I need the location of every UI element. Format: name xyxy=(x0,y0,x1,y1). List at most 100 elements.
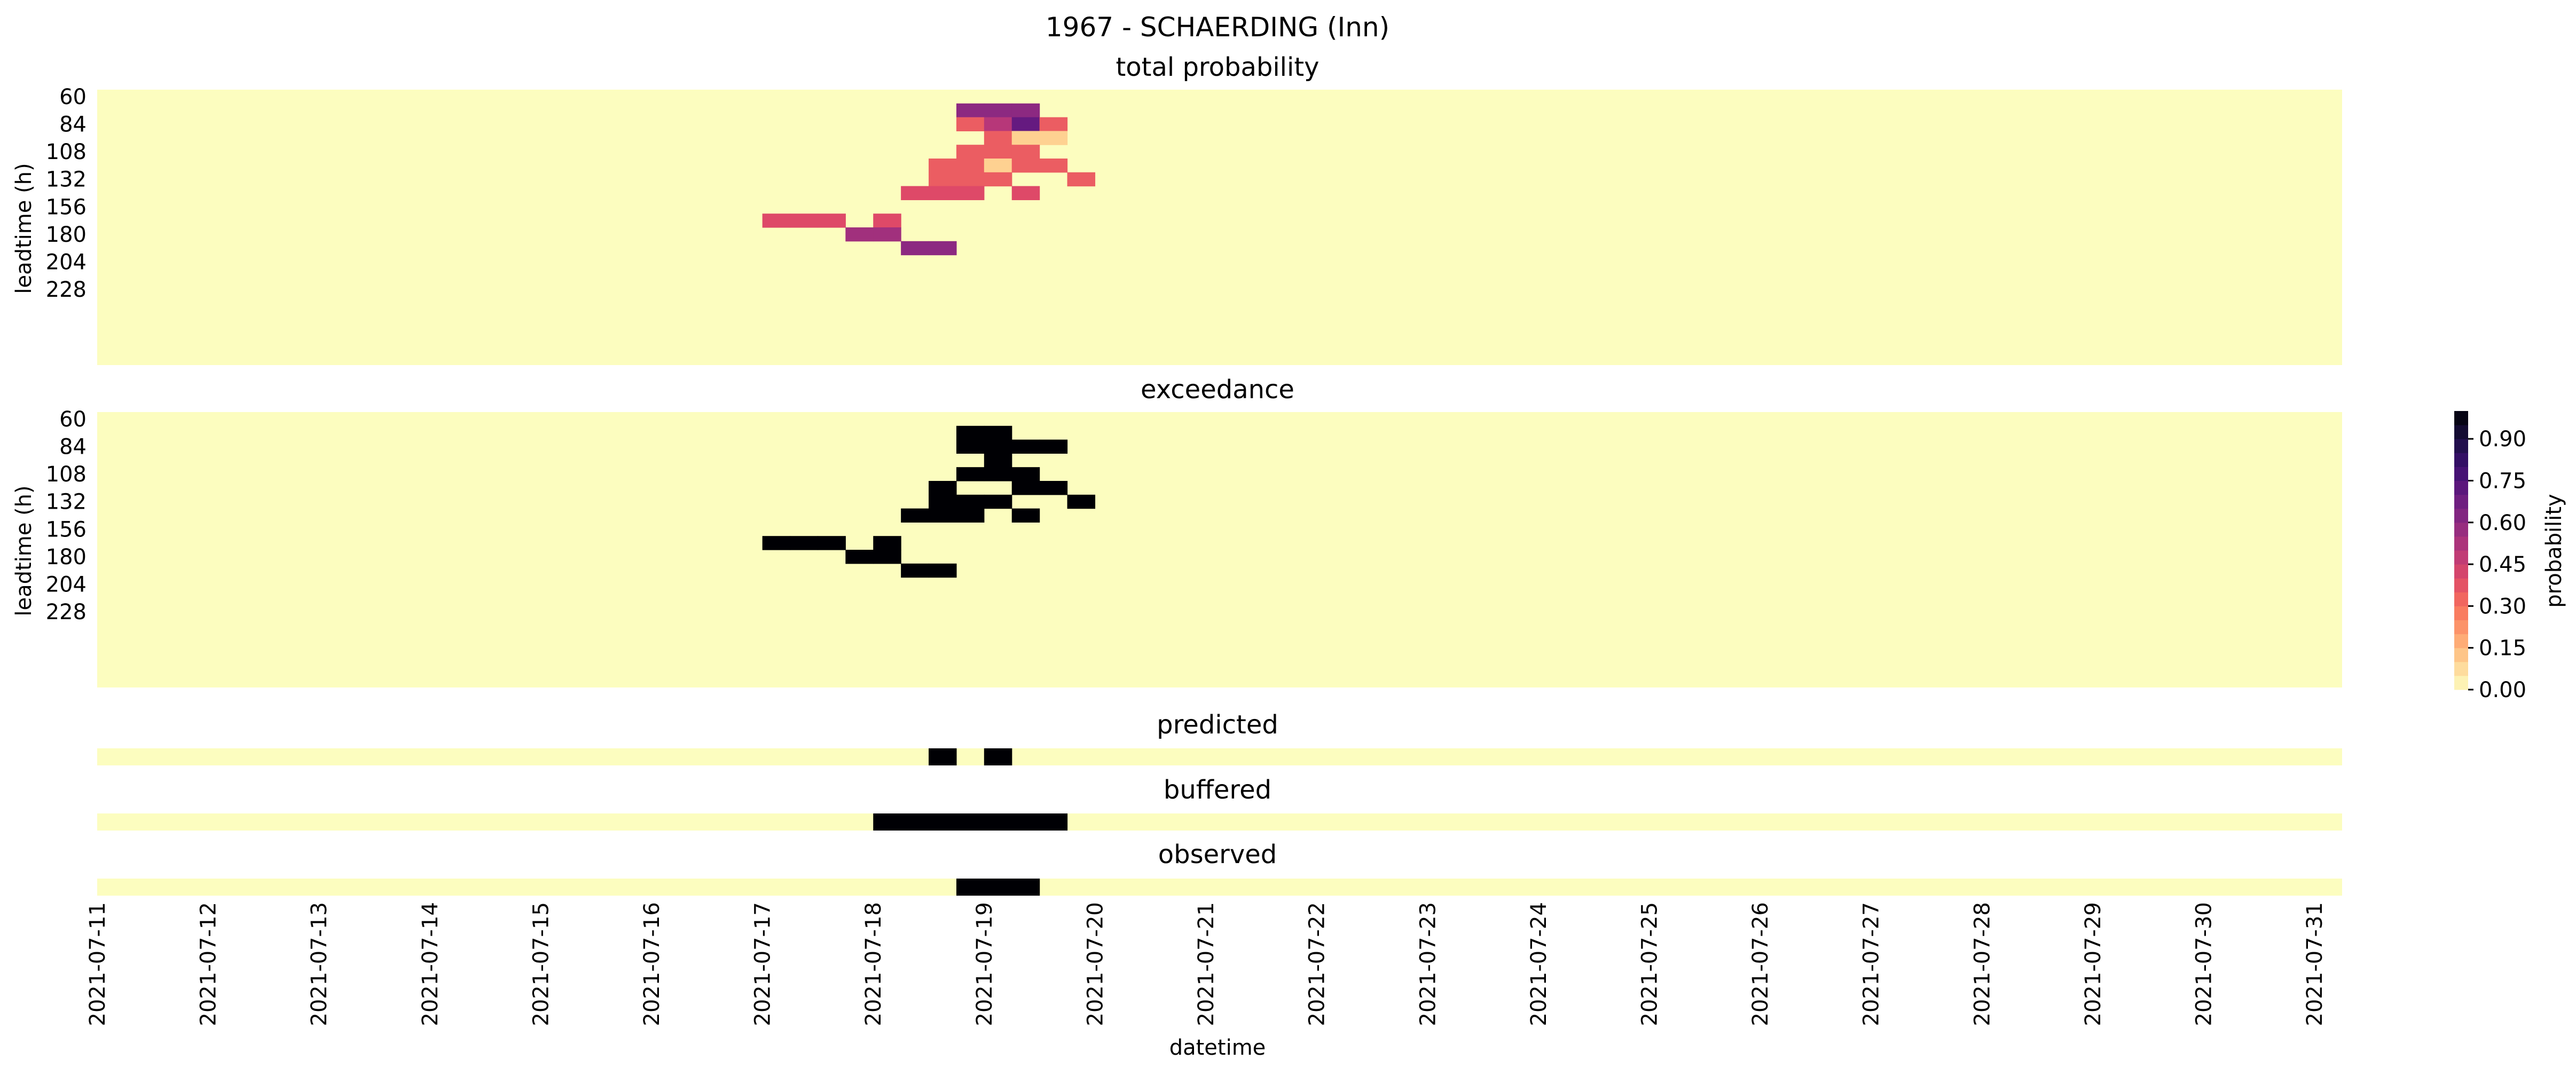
heatmap-cell xyxy=(1011,467,1040,481)
strip-background xyxy=(97,813,2342,831)
total-probability-y-ticks: 60 84 108 132 156 180 204 228 xyxy=(46,85,87,302)
colorbar-tick-label: 0.60 xyxy=(2479,511,2526,535)
colorbar-segment xyxy=(2454,453,2468,467)
y-tick-label: 204 xyxy=(46,573,87,597)
x-tick-label: 2021-07-16 xyxy=(640,902,664,1026)
x-tick-label: 2021-07-12 xyxy=(197,902,221,1026)
heatmap-cell xyxy=(1039,439,1068,454)
colorbar-segment xyxy=(2454,675,2468,690)
heatmap-cell xyxy=(1011,186,1040,200)
y-tick-label: 108 xyxy=(46,140,87,164)
heatmap-cell xyxy=(929,481,957,495)
heatmap-cell xyxy=(956,145,985,159)
heatmap-cell xyxy=(818,214,846,228)
y-tick-label: 204 xyxy=(46,250,87,275)
x-tick-label: 2021-07-25 xyxy=(1638,902,1662,1026)
y-tick-label: 60 xyxy=(59,407,87,432)
exceedance-y-axis-label: leadtime (h) xyxy=(12,485,36,616)
heatmap-cell xyxy=(901,508,929,523)
strip-cell xyxy=(984,748,1012,765)
strip-background xyxy=(97,879,2342,896)
colorbar-segment xyxy=(2454,564,2468,579)
y-tick-label: 180 xyxy=(46,223,87,247)
heatmap-cell xyxy=(956,172,985,187)
heatmap-cell xyxy=(873,550,901,564)
heatmap-cell xyxy=(956,117,985,131)
y-tick-label: 228 xyxy=(46,278,87,302)
colorbar: 0.00 0.15 0.30 0.45 0.60 0.75 0.90 xyxy=(2454,411,2526,702)
colorbar-segment xyxy=(2454,522,2468,537)
heatmap-cell xyxy=(956,439,985,454)
heatmap-cell xyxy=(1039,159,1068,173)
panel-title-observed: observed xyxy=(1158,840,1277,870)
x-tick-label: 2021-07-13 xyxy=(307,902,332,1026)
heatmap-cell xyxy=(984,145,1012,159)
x-tick-label: 2021-07-27 xyxy=(1859,902,1884,1026)
y-tick-label: 84 xyxy=(59,435,87,460)
x-tick-label: 2021-07-19 xyxy=(972,902,997,1026)
figure-title: 1967 - SCHAERDING (Inn) xyxy=(1046,12,1389,43)
total-probability-heatmap xyxy=(97,90,2342,365)
y-tick-label: 156 xyxy=(46,517,87,542)
exceedance-heatmap xyxy=(97,412,2342,687)
strip-background xyxy=(97,748,2342,765)
heatmap-cell xyxy=(984,494,1012,509)
strip-cell xyxy=(1011,813,1040,831)
heatmap-cell xyxy=(929,159,957,173)
heatmap-cell xyxy=(929,508,957,523)
y-tick-label: 156 xyxy=(46,195,87,219)
colorbar-segment xyxy=(2454,620,2468,635)
colorbar-segment xyxy=(2454,634,2468,649)
x-tick-label: 2021-07-17 xyxy=(751,902,775,1026)
colorbar-segment xyxy=(2454,578,2468,592)
heatmap-cell xyxy=(818,536,846,550)
predicted-strip xyxy=(97,748,2342,765)
panel-title-predicted: predicted xyxy=(1157,710,1278,740)
y-tick-label: 108 xyxy=(46,462,87,487)
strip-cell xyxy=(929,813,957,831)
heatmap-cell xyxy=(984,131,1012,145)
colorbar-tick-label: 0.15 xyxy=(2479,636,2526,661)
heatmap-cell xyxy=(984,172,1012,187)
y-tick-label: 60 xyxy=(59,85,87,109)
x-axis-ticks: 2021-07-11 2021-07-12 2021-07-13 2021-07-14… xyxy=(85,902,2327,1026)
strip-cell xyxy=(984,879,1012,896)
heatmap-background xyxy=(97,412,2342,687)
heatmap-cell xyxy=(790,214,819,228)
x-tick-label: 2021-07-11 xyxy=(85,902,110,1026)
heatmap-cell xyxy=(956,159,985,173)
heatmap-cell xyxy=(929,172,957,187)
heatmap-cell xyxy=(1011,103,1040,118)
heatmap-cell xyxy=(984,425,1012,440)
colorbar-segment xyxy=(2454,536,2468,551)
colorbar-tick-label: 0.30 xyxy=(2479,594,2526,619)
heatmap-cell xyxy=(1011,145,1040,159)
heatmap-cell xyxy=(984,467,1012,481)
y-tick-label: 180 xyxy=(46,545,87,570)
heatmap-cell xyxy=(956,103,985,118)
buffered-strip xyxy=(97,813,2342,831)
colorbar-label: probability xyxy=(2542,494,2566,607)
colorbar-segment xyxy=(2454,425,2468,439)
heatmap-cell xyxy=(1011,117,1040,131)
heatmap-cell xyxy=(1039,117,1068,131)
heatmap-cell xyxy=(1011,439,1040,454)
heatmap-cell xyxy=(1011,159,1040,173)
strip-cell xyxy=(873,813,901,831)
observed-strip xyxy=(97,879,2342,896)
colorbar-segment xyxy=(2454,592,2468,606)
heatmap-cell xyxy=(1011,508,1040,523)
x-tick-label: 2021-07-14 xyxy=(418,902,443,1026)
x-tick-label: 2021-07-23 xyxy=(1416,902,1440,1026)
colorbar-segment xyxy=(2454,550,2468,565)
x-tick-label: 2021-07-22 xyxy=(1305,902,1330,1026)
heatmap-cell xyxy=(1011,481,1040,495)
strip-cell xyxy=(901,813,929,831)
colorbar-segment xyxy=(2454,494,2468,509)
strip-cell xyxy=(1011,879,1040,896)
colorbar-segment xyxy=(2454,661,2468,676)
colorbar-segment xyxy=(2454,411,2468,425)
heatmap-cell xyxy=(956,508,985,523)
heatmap-cell xyxy=(984,159,1012,173)
heatmap-cell xyxy=(956,186,985,200)
